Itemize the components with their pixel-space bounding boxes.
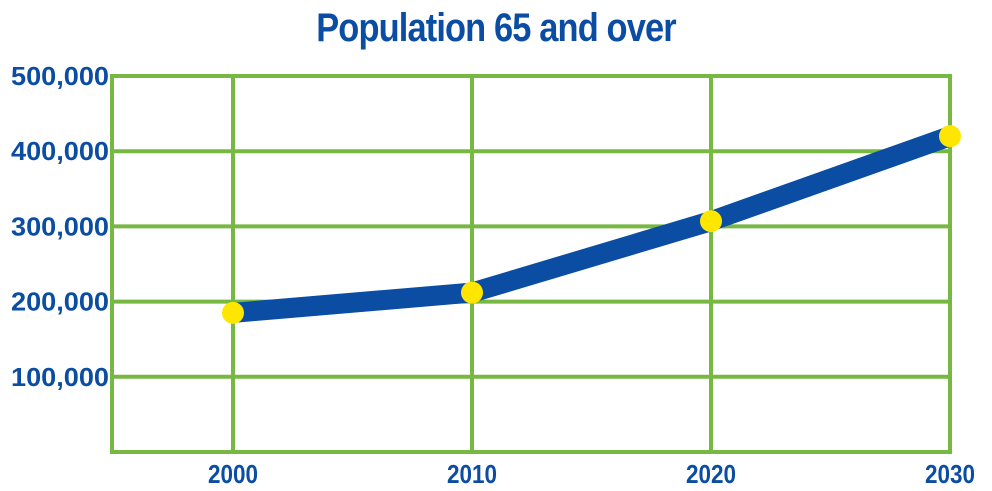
y-tick-label: 300,000 xyxy=(11,211,109,241)
data-point xyxy=(939,125,961,148)
grid xyxy=(110,74,952,454)
marker-layer xyxy=(222,125,961,324)
x-tick-label: 2010 xyxy=(447,459,497,489)
y-tick-label: 100,000 xyxy=(11,362,109,392)
y-tick-label: 200,000 xyxy=(11,287,109,317)
x-axis-tick-labels: 2000 2010 2020 2030 xyxy=(208,459,975,489)
y-tick-label: 400,000 xyxy=(11,136,109,166)
y-axis-tick-labels: 500,000 400,000 300,000 200,000 100,000 xyxy=(11,61,109,392)
x-tick-label: 2030 xyxy=(925,459,975,489)
x-tick-label: 2000 xyxy=(208,459,258,489)
data-point xyxy=(222,301,244,324)
x-tick-label: 2020 xyxy=(686,459,736,489)
chart-title: Population 65 and over xyxy=(316,6,676,50)
series-layer xyxy=(232,126,954,323)
series-line xyxy=(232,126,954,323)
data-point xyxy=(461,281,483,304)
plot-frame xyxy=(110,74,952,454)
y-tick-label: 500,000 xyxy=(11,61,109,91)
data-point xyxy=(700,210,722,233)
